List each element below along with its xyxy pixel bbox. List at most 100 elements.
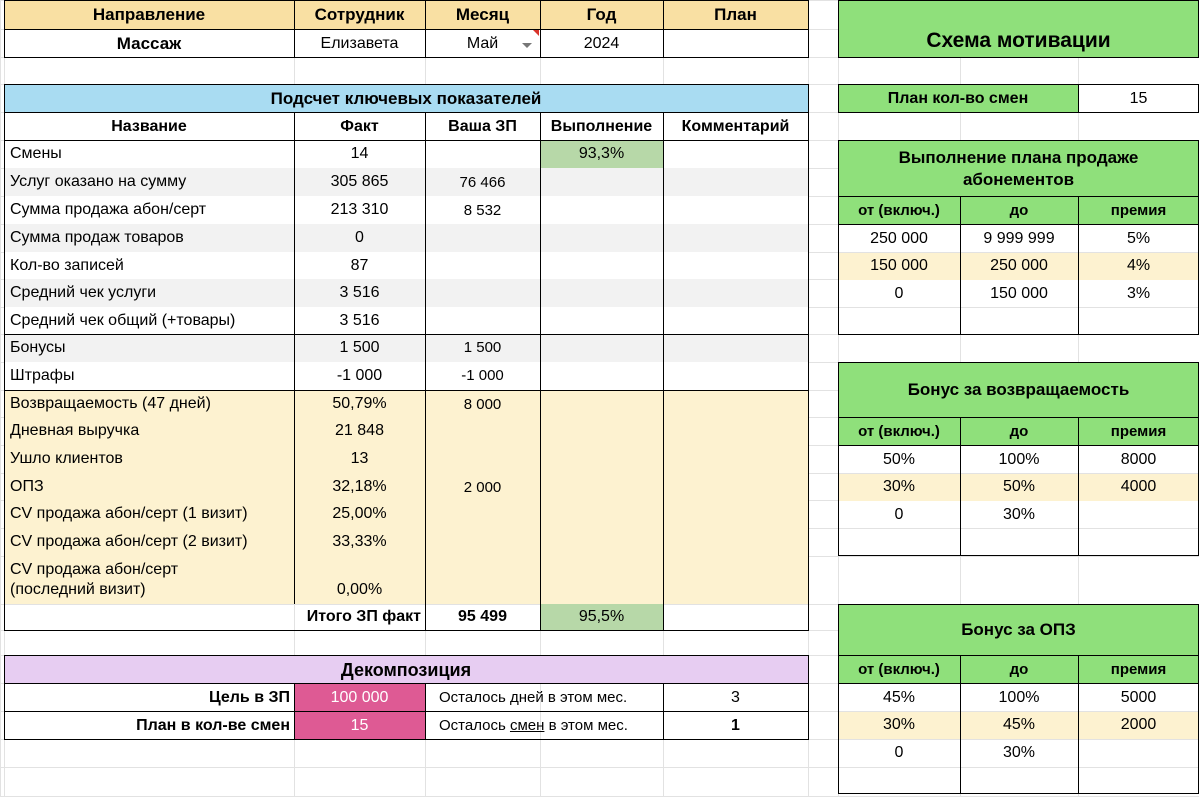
motivation-tier-cell[interactable] (1078, 308, 1199, 335)
motivation-tier-cell[interactable]: 30% (1002, 505, 1036, 523)
kpi-salary-cell[interactable] (425, 140, 540, 168)
motivation-tier-cell[interactable]: 45% (882, 688, 916, 706)
kpi-comment-cell[interactable] (663, 362, 808, 390)
kpi-salary-cell[interactable] (425, 279, 540, 307)
kpi-completion-cell[interactable] (540, 252, 663, 280)
kpi-completion-cell[interactable] (540, 307, 663, 335)
kpi-comment-cell[interactable] (663, 140, 808, 168)
kpi-fact-cell[interactable]: 13 (350, 450, 369, 467)
plan-shifts-motivation-value[interactable]: 15 (1129, 89, 1148, 107)
kpi-fact-cell[interactable]: 213 310 (330, 201, 389, 218)
motivation-tier-cell[interactable] (838, 767, 960, 794)
kpi-completion-cell[interactable] (540, 279, 663, 307)
motivation-tier-cell[interactable] (838, 529, 960, 556)
kpi-comment-cell[interactable] (663, 279, 808, 307)
motivation-tier-cell[interactable]: 0 (894, 505, 904, 523)
kpi-completion-cell[interactable] (540, 473, 663, 501)
shifts-left-value[interactable]: 1 (731, 716, 740, 734)
motivation-tier-cell[interactable]: 30% (1002, 743, 1036, 761)
motivation-tier-cell[interactable]: 0 (894, 743, 904, 761)
kpi-salary-cell[interactable]: 2 000 (463, 479, 502, 496)
kpi-comment-cell[interactable] (663, 168, 808, 196)
kpi-fact-cell[interactable]: 87 (350, 257, 369, 274)
kpi-salary-cell[interactable] (425, 445, 540, 473)
kpi-comment-cell[interactable] (663, 445, 808, 473)
kpi-salary-cell[interactable]: 1 500 (463, 339, 502, 356)
month-dropdown[interactable]: Май (466, 34, 499, 52)
kpi-fact-cell[interactable]: 0 (355, 229, 364, 246)
motivation-tier-cell[interactable]: 150 000 (990, 284, 1048, 302)
motivation-tier-cell[interactable]: 250 000 (870, 229, 928, 247)
kpi-fact-cell[interactable]: 21 848 (335, 422, 384, 439)
kpi-fact-cell[interactable]: 32,18% (332, 478, 387, 495)
motivation-tier-cell[interactable]: 9 999 999 (983, 229, 1055, 247)
total-salary-value[interactable]: 95 499 (458, 608, 507, 625)
kpi-comment-cell[interactable] (663, 196, 808, 224)
motivation-tier-cell[interactable] (1078, 739, 1199, 766)
kpi-completion-cell[interactable] (540, 390, 663, 418)
motivation-tier-cell[interactable]: 0 (894, 284, 904, 302)
motivation-tier-cell[interactable] (960, 308, 1078, 335)
kpi-completion-cell[interactable] (540, 528, 663, 556)
kpi-salary-cell[interactable] (425, 252, 540, 280)
motivation-tier-cell[interactable]: 5000 (1120, 688, 1157, 706)
kpi-comment-cell[interactable] (663, 528, 808, 556)
kpi-completion-cell[interactable]: 93,3% (540, 140, 663, 168)
kpi-fact-cell[interactable]: 3 516 (339, 284, 380, 301)
goal-value-input[interactable]: 100 000 (294, 684, 425, 711)
kpi-fact-cell[interactable]: 25,00% (332, 505, 387, 522)
motivation-tier-cell[interactable]: 4% (1078, 252, 1199, 280)
kpi-salary-cell[interactable] (425, 500, 540, 528)
motivation-tier-cell[interactable] (1078, 529, 1199, 556)
kpi-fact-cell[interactable]: 33,33% (332, 533, 387, 550)
motivation-tier-cell[interactable]: 8000 (1120, 450, 1157, 468)
kpi-completion-cell[interactable] (540, 362, 663, 390)
kpi-comment-cell[interactable] (663, 334, 808, 362)
kpi-completion-cell[interactable] (540, 556, 663, 604)
kpi-comment-cell[interactable] (663, 556, 808, 604)
kpi-salary-cell[interactable]: 8 000 (463, 396, 502, 413)
kpi-completion-cell[interactable] (540, 334, 663, 362)
kpi-salary-cell[interactable] (425, 307, 540, 335)
kpi-comment-cell[interactable] (663, 307, 808, 335)
kpi-salary-cell[interactable] (425, 556, 540, 604)
motivation-tier-cell[interactable]: 150 000 (838, 252, 960, 280)
motivation-tier-cell[interactable]: 4000 (1078, 473, 1199, 501)
motivation-tier-cell[interactable]: 30% (838, 711, 960, 739)
kpi-completion-cell[interactable] (540, 196, 663, 224)
kpi-comment-cell[interactable] (663, 417, 808, 445)
motivation-tier-cell[interactable] (960, 529, 1078, 556)
kpi-completion-cell[interactable] (540, 168, 663, 196)
motivation-tier-cell[interactable]: 45% (960, 711, 1078, 739)
direction-cell[interactable]: Массаж (116, 33, 182, 53)
kpi-comment-cell[interactable] (663, 224, 808, 252)
kpi-fact-cell[interactable]: 305 865 (330, 173, 389, 190)
kpi-completion-cell[interactable] (540, 417, 663, 445)
year-cell[interactable]: 2024 (583, 34, 620, 52)
motivation-tier-cell[interactable]: 100% (998, 450, 1040, 468)
plan-cell[interactable] (663, 30, 808, 57)
motivation-tier-cell[interactable] (1078, 501, 1199, 528)
motivation-tier-cell[interactable]: 250 000 (960, 252, 1078, 280)
kpi-comment-cell[interactable] (663, 252, 808, 280)
kpi-comment-cell[interactable] (663, 500, 808, 528)
motivation-tier-cell[interactable]: 2000 (1078, 711, 1199, 739)
motivation-tier-cell[interactable] (838, 308, 960, 335)
plan-shifts-input[interactable]: 15 (294, 712, 425, 739)
kpi-fact-cell[interactable]: 1 500 (339, 339, 380, 356)
kpi-completion-cell[interactable] (540, 500, 663, 528)
kpi-fact-cell[interactable]: 14 (350, 145, 369, 162)
kpi-salary-cell[interactable] (425, 417, 540, 445)
motivation-tier-cell[interactable]: 5% (1126, 229, 1151, 247)
kpi-salary-cell[interactable]: 8 532 (463, 202, 502, 219)
kpi-fact-cell[interactable]: 0,00% (336, 581, 383, 598)
chevron-down-icon[interactable] (522, 43, 532, 48)
kpi-salary-cell[interactable] (425, 528, 540, 556)
motivation-tier-cell[interactable]: 100% (998, 688, 1040, 706)
motivation-tier-cell[interactable]: 50% (960, 473, 1078, 501)
days-left-value[interactable]: 3 (731, 688, 740, 706)
kpi-fact-cell[interactable]: 3 516 (339, 312, 380, 329)
kpi-fact-cell[interactable]: 50,79% (332, 395, 387, 412)
motivation-tier-cell[interactable]: 3% (1126, 284, 1151, 302)
employee-cell[interactable]: Елизавета (320, 34, 399, 52)
